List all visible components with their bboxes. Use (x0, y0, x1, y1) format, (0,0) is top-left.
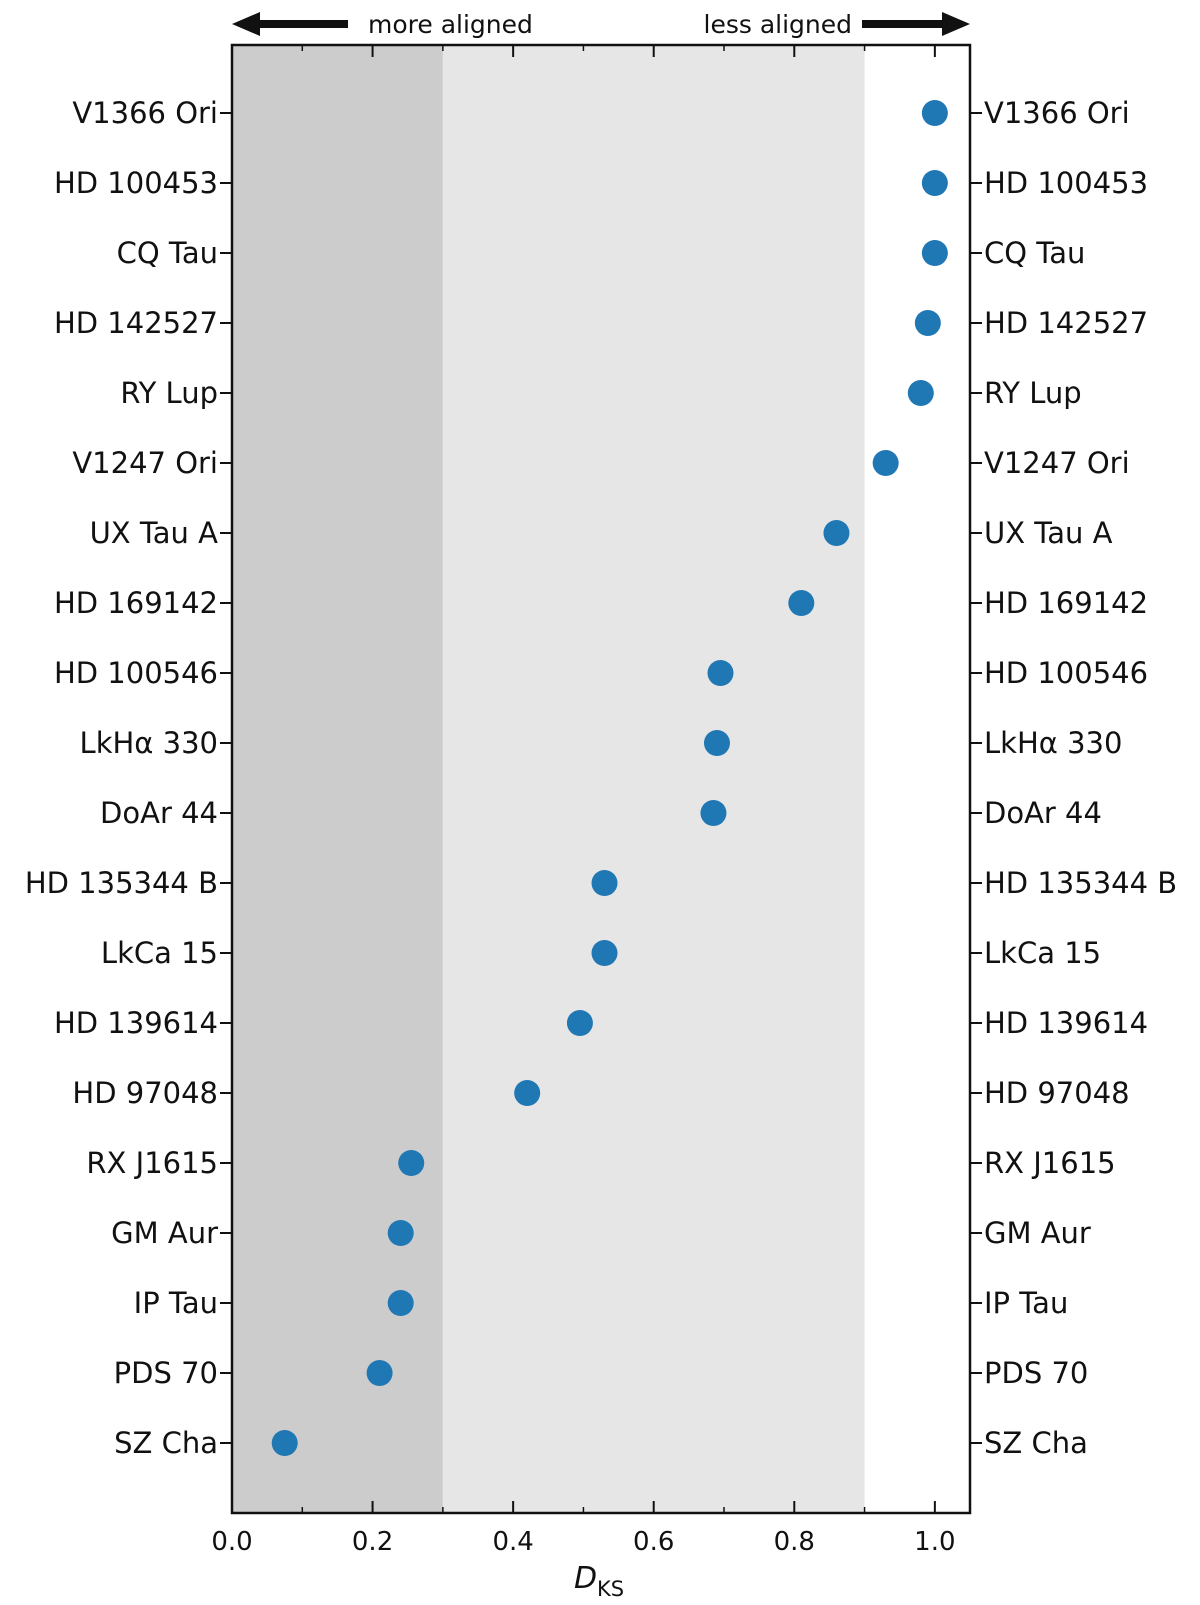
data-point (271, 1430, 298, 1456)
y-label-right: DoAr 44 (984, 796, 1102, 830)
y-label-right: HD 100453 (984, 166, 1148, 200)
y-label-left: RY Lup (120, 376, 218, 410)
x-tick-label: 0.2 (352, 1527, 393, 1557)
x-tick-label: 0.6 (633, 1527, 674, 1557)
y-label-right: LkHα 330 (984, 726, 1122, 760)
left-arrow-head (232, 12, 260, 36)
x-tick-label: 0.4 (492, 1527, 533, 1557)
x-tick-labels: 0.0 0.2 0.4 0.6 0.8 1.0 (211, 1527, 955, 1557)
y-label-left: PDS 70 (114, 1356, 218, 1390)
data-point (366, 1360, 393, 1386)
data-point (387, 1220, 414, 1246)
data-point (921, 240, 948, 266)
y-label-right: LkCa 15 (984, 936, 1101, 970)
data-point (700, 800, 727, 826)
data-point (921, 170, 948, 196)
x-tick-label: 0.0 (211, 1527, 252, 1557)
y-label-right: HD 100546 (984, 656, 1148, 690)
y-label-right: PDS 70 (984, 1356, 1088, 1390)
data-point (514, 1080, 541, 1106)
data-point (823, 520, 850, 546)
y-label-left: HD 100453 (54, 166, 218, 200)
y-label-left: IP Tau (134, 1286, 218, 1320)
axis-ticks (220, 45, 982, 1513)
x-tick-label: 1.0 (914, 1527, 955, 1557)
less-aligned-label: less aligned (704, 10, 853, 39)
data-point (566, 1010, 593, 1036)
right-arrow-head (942, 12, 970, 36)
shaded-region-1 (232, 45, 443, 1513)
data-points (271, 100, 948, 1456)
right-category-labels: V1366 Ori HD 100453 CQ Tau HD 142527 RY Lup V… (984, 96, 1177, 1460)
data-point (398, 1150, 425, 1176)
y-label-left: V1247 Ori (72, 446, 218, 480)
y-label-left: HD 139614 (54, 1006, 218, 1040)
y-label-left: RX J1615 (86, 1146, 218, 1180)
y-label-right: V1247 Ori (984, 446, 1130, 480)
y-label-left: GM Aur (111, 1216, 218, 1250)
y-label-right: HD 142527 (984, 306, 1148, 340)
x-tick-label: 0.8 (774, 1527, 815, 1557)
y-label-right: HD 169142 (984, 586, 1148, 620)
data-point (921, 100, 948, 126)
data-point (788, 590, 815, 616)
y-label-right: HD 97048 (984, 1076, 1130, 1110)
y-label-left: LkCa 15 (101, 936, 218, 970)
y-label-left: HD 169142 (54, 586, 218, 620)
y-label-left: DoAr 44 (100, 796, 218, 830)
y-label-right: HD 135344 B (984, 866, 1177, 900)
y-label-right: HD 139614 (984, 1006, 1148, 1040)
data-point (707, 660, 734, 686)
y-label-right: CQ Tau (984, 236, 1085, 270)
data-point (591, 940, 618, 966)
shaded-regions (232, 45, 865, 1513)
y-label-left: HD 142527 (54, 306, 218, 340)
y-label-right: IP Tau (984, 1286, 1068, 1320)
data-point (907, 380, 934, 406)
data-point (703, 730, 730, 756)
data-point (591, 870, 618, 896)
data-point (914, 310, 941, 336)
data-point (872, 450, 899, 476)
y-label-left: SZ Cha (114, 1426, 218, 1460)
y-label-left: CQ Tau (117, 236, 218, 270)
y-label-left: V1366 Ori (72, 96, 218, 130)
y-label-left: LkHα 330 (80, 726, 218, 760)
y-label-right: RY Lup (984, 376, 1082, 410)
x-axis-label-subscript: KS (597, 1577, 624, 1601)
direction-annotation: more aligned less aligned (232, 10, 970, 39)
y-label-right: V1366 Ori (984, 96, 1130, 130)
y-label-left: UX Tau A (90, 516, 219, 550)
more-aligned-label: more aligned (368, 10, 533, 39)
y-label-right: SZ Cha (984, 1426, 1088, 1460)
y-label-left: HD 135344 B (25, 866, 218, 900)
left-category-labels: V1366 Ori HD 100453 CQ Tau HD 142527 RY Lup V… (25, 96, 218, 1460)
y-label-right: UX Tau A (984, 516, 1113, 550)
x-axis-label: D (574, 1561, 597, 1596)
y-label-left: HD 100546 (54, 656, 218, 690)
data-point (387, 1290, 414, 1316)
y-label-right: GM Aur (984, 1216, 1091, 1250)
y-label-left: HD 97048 (72, 1076, 218, 1110)
shaded-region-2 (442, 45, 865, 1513)
plot-frame (230, 43, 972, 1515)
y-label-right: RX J1615 (984, 1146, 1116, 1180)
